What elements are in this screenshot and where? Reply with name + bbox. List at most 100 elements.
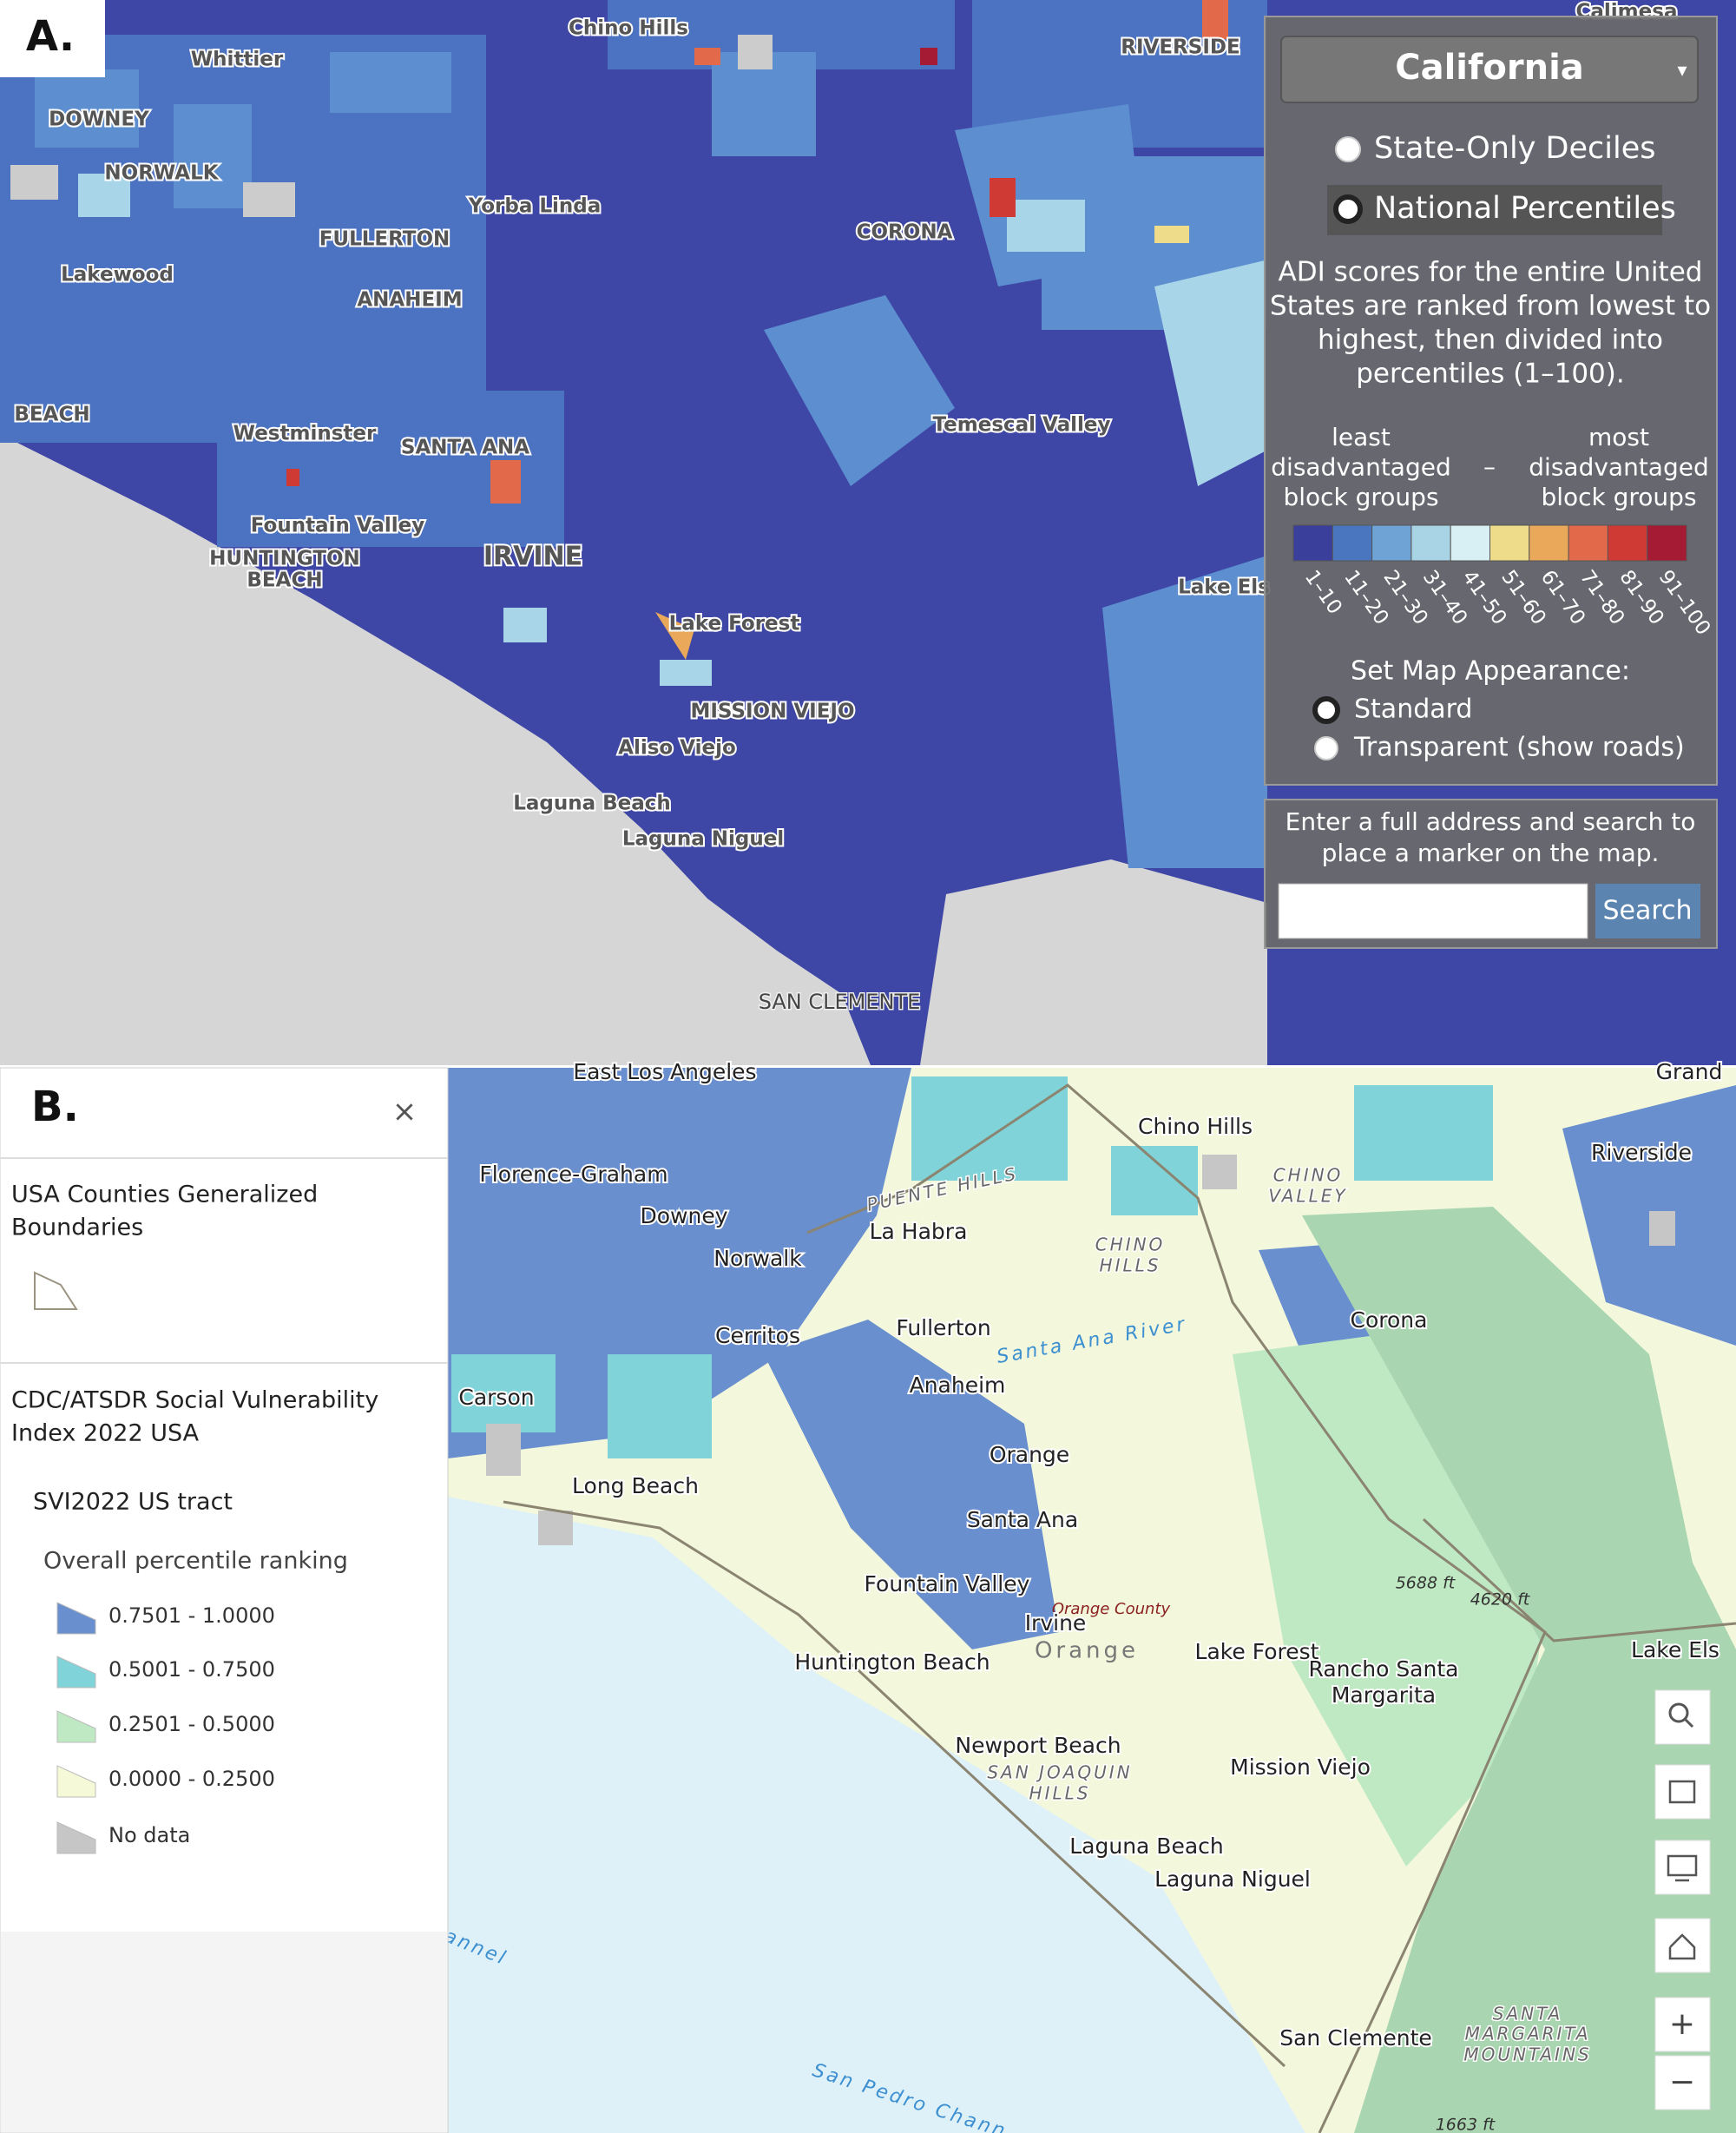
place-label: Newport Beach [955,1733,1121,1758]
legend-label: 0.0000 - 0.2500 [108,1767,275,1791]
county-boundaries [503,1083,1736,2133]
place-label: VALLEY [1268,1186,1347,1207]
map-toolbar: +− [1654,1689,1711,2110]
radio-button[interactable] [1333,194,1363,224]
teal-blocks [451,1076,1736,1997]
panel-label: A. [26,12,75,61]
place-label: RIVERSIDE [1121,36,1240,59]
place-label: Laguna Niguel [622,828,784,851]
dropdown-arrow: ▾ [1677,60,1687,82]
place-label: IRVINE [483,542,582,572]
legend-swatch [56,1656,96,1689]
mountains [1302,1207,1736,2133]
tool-button[interactable] [1654,1689,1711,1745]
layer-title: Boundaries [11,1215,143,1241]
legend-high-label: block groups [1541,483,1696,511]
search-input[interactable] [1278,883,1588,939]
radio-button[interactable] [1314,736,1338,760]
place-labels: Chino HillsWhittierRIVERSIDECalimesaDOWN… [12,0,1679,1016]
place-label: HUNTINGTON [209,548,360,570]
legend-label: 0.7501 - 1.0000 [108,1603,275,1628]
search-button[interactable] [1595,884,1700,938]
place-label: CHINO [1095,1234,1166,1255]
place-label: Fountain Valley [865,1571,1030,1596]
place-label: HILLS [1029,1783,1091,1804]
place-label: La Habra [870,1219,968,1244]
place-label: Yorba Linda [468,195,602,218]
screen-icon [1667,1854,1698,1877]
legend-low-label: block groups [1283,483,1438,511]
tool-button[interactable] [1654,1764,1711,1820]
ocean [448,1497,1305,2133]
place-label: Riverside [1591,1140,1692,1165]
place-label: BEACH [247,569,322,592]
legend-swatch [1529,524,1569,562]
tool-button[interactable] [1654,1840,1711,1895]
legend-swatch [1568,524,1608,562]
place-label: East Los Angeles [573,1059,756,1084]
legend-footer [1,1932,447,2132]
layer-title: USA Counties Generalized [11,1182,318,1208]
legend-swatch [1371,524,1412,562]
place-label: BEACH [14,404,89,426]
place-label: Whittier [191,49,284,71]
zoom-in[interactable]: + [1669,2006,1695,2042]
place-label: Lake Forest [669,613,800,635]
place-label: Chino Hills [1138,1114,1253,1139]
legend-label: 0.5001 - 0.7500 [108,1657,275,1682]
place-label: Orange [990,1442,1069,1467]
description: highest, then divided into [1318,325,1663,356]
tool-button[interactable] [1654,1918,1711,1973]
place-label: CHINO [1273,1165,1344,1186]
legend-label: 0.2501 - 0.5000 [108,1712,275,1736]
legend-swatch [1332,524,1373,562]
legend-swatch [1410,524,1451,562]
place-label: Rancho Santa [1309,1656,1459,1682]
radio-button[interactable] [1335,136,1361,162]
legend-swatch [1607,524,1648,562]
zoom-out[interactable]: − [1669,2064,1695,2100]
place-label: Florence-Graham [479,1162,667,1187]
label-box [0,0,105,77]
light-blocks [78,174,1265,686]
place-label: Laguna Beach [1069,1833,1224,1859]
place-label: Fullerton [896,1315,990,1340]
tool-button[interactable] [1654,1997,1711,2052]
place-label: Cerritos [715,1323,800,1348]
place-label: Long Beach [572,1473,699,1498]
place-label: MISSION VIEJO [690,701,854,723]
place-label: SAN JOAQUIN [987,1762,1132,1783]
place-label: Santa Ana [967,1507,1078,1532]
region-dropdown[interactable] [1280,36,1699,103]
place-label: Aliso Viejo [618,737,736,760]
boundary-icon [34,1271,78,1310]
place-label: SANTA [1493,2004,1562,2024]
search-button-label: Search [1602,896,1692,926]
place-label: NORWALK [104,162,219,185]
radio-button[interactable] [1312,696,1340,724]
place-label: Orange County [1052,1600,1171,1618]
search-prompt: Enter a full address and search to [1286,807,1696,836]
description: ADI scores for the entire United [1279,257,1703,288]
dropdown-value: California [1395,48,1584,88]
place-labels: East Los Angeles Grand Chino Hills Florence… [441,1057,1724,2133]
legend-high-label: most [1588,423,1649,451]
description: States are ranked from lowest to [1270,291,1711,322]
place-label: Mission Viejo [1230,1754,1371,1780]
tool-button[interactable] [1654,2055,1711,2110]
search-icon [1683,1717,1694,1728]
place-label: 5688 ft [1396,1574,1457,1593]
legend-separator: – [1483,452,1496,481]
inland-gray [920,859,1267,1065]
legend-swatch [1489,524,1530,562]
place-label: MOUNTAINS [1463,2044,1591,2065]
place-label: FULLERTON [319,228,450,251]
close-button[interactable]: × [392,1095,418,1129]
place-label: San Clemente [1279,2025,1432,2051]
place-label: Downey [640,1203,727,1228]
place-label: Corona [1351,1307,1428,1333]
legend-low-label: least [1332,423,1391,451]
place-label: Lake Forest [1195,1639,1319,1664]
place-label: Laguna Niguel [1154,1866,1311,1892]
place-label: Temescal Valley [933,414,1111,437]
